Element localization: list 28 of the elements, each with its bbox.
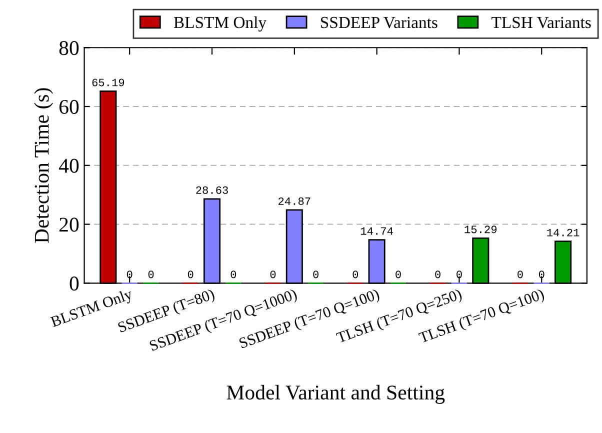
data-label: 0 bbox=[148, 270, 154, 278]
y-axis-title: Detection Time (s) bbox=[34, 88, 54, 243]
data-label: 28.63 bbox=[196, 186, 228, 194]
y-tick-label: 60 bbox=[59, 100, 79, 114]
data-label: 24.87 bbox=[278, 197, 310, 205]
y-tick-label: 0 bbox=[70, 276, 79, 291]
data-label: 0 bbox=[538, 270, 544, 278]
data-label: 65.19 bbox=[92, 78, 124, 86]
data-label: 0 bbox=[188, 270, 194, 278]
x-axis-title: Model Variant and Setting bbox=[226, 384, 445, 404]
data-label: 14.74 bbox=[360, 227, 393, 235]
legend-label: TLSH Variants bbox=[492, 16, 591, 28]
y-tick-label: 20 bbox=[60, 218, 79, 232]
data-label: 0 bbox=[270, 270, 276, 278]
y-tick-label: 40 bbox=[58, 158, 79, 173]
data-label: 14.21 bbox=[547, 228, 580, 236]
data-label: 0 bbox=[518, 270, 523, 278]
data-label: 15.29 bbox=[464, 226, 497, 234]
data-label: 0 bbox=[435, 270, 440, 278]
legend-label: BLSTM Only bbox=[174, 16, 266, 32]
data-label: 0 bbox=[313, 270, 318, 278]
data-label: 0 bbox=[352, 270, 358, 278]
data-label: 0 bbox=[126, 270, 132, 278]
data-label: 0 bbox=[230, 270, 236, 278]
legend-label: SSDEEP Variants bbox=[320, 16, 438, 28]
data-label: 0 bbox=[456, 270, 462, 278]
data-label: 0 bbox=[396, 270, 401, 278]
y-tick-label: 80 bbox=[59, 41, 79, 56]
